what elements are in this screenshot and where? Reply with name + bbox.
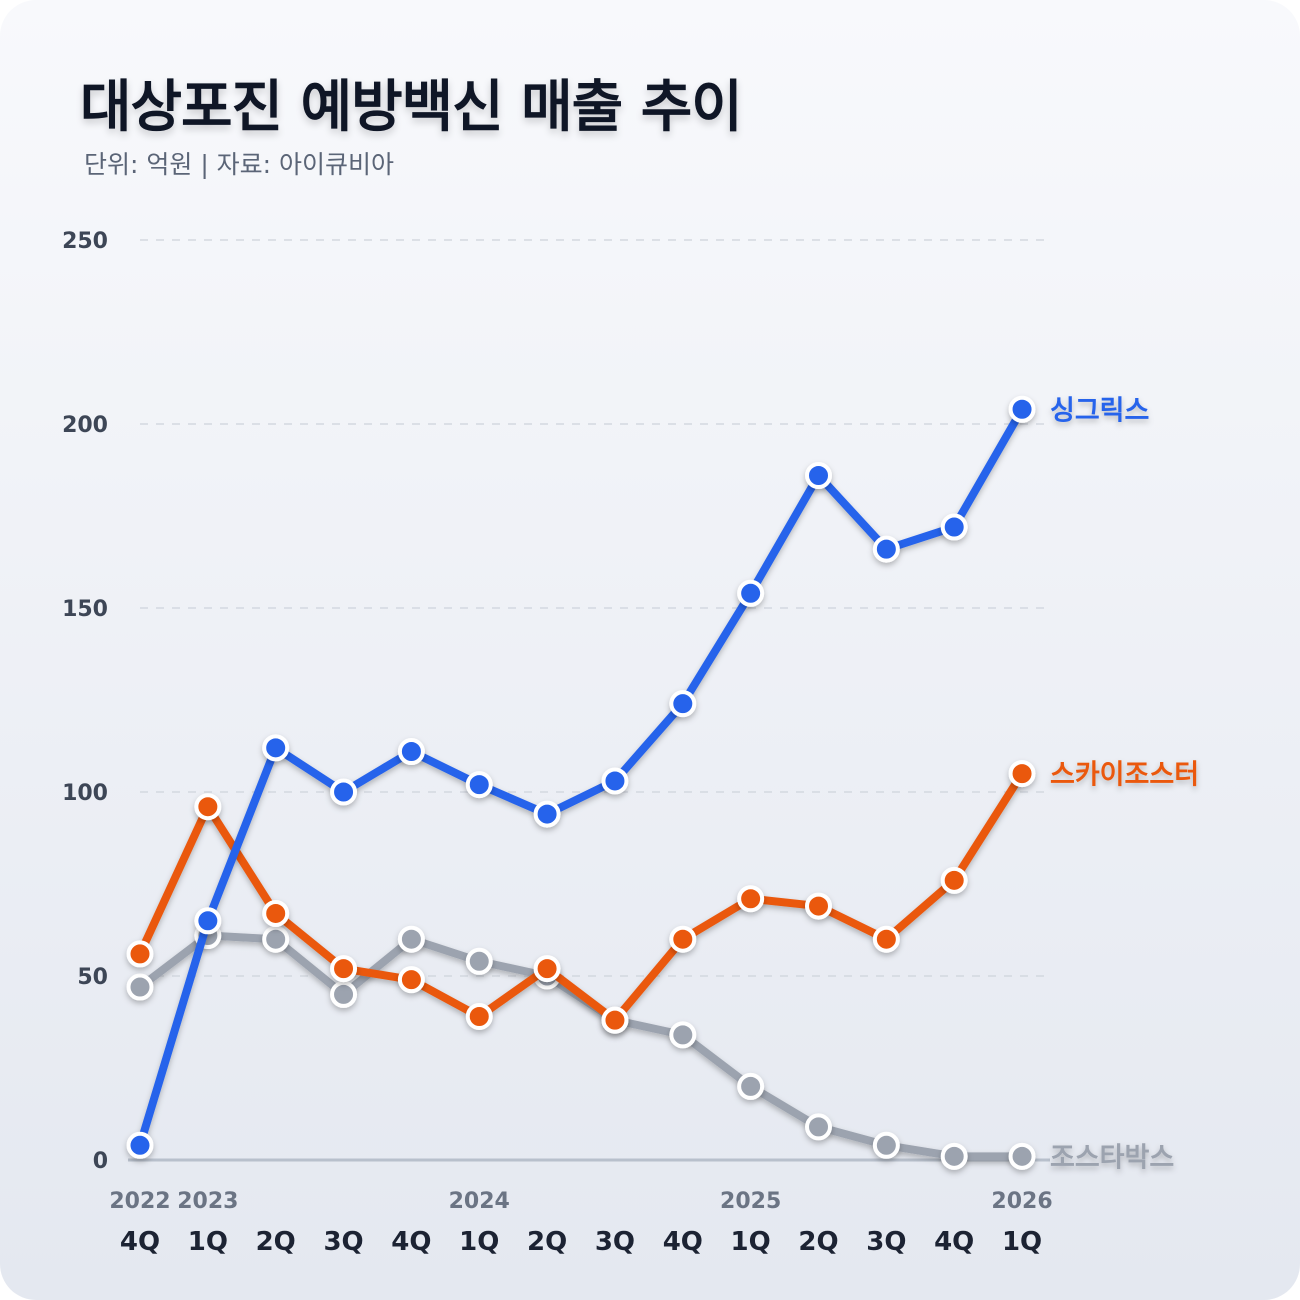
data-point [465, 771, 493, 799]
data-point [737, 579, 765, 607]
x-tick-quarter: 3Q [323, 1227, 363, 1257]
x-tick-quarter: 4Q [120, 1227, 160, 1257]
y-tick-label: 150 [62, 597, 108, 622]
x-tick-quarter: 4Q [663, 1227, 703, 1257]
data-point [126, 973, 154, 1001]
data-point [1008, 395, 1036, 423]
data-point [533, 800, 561, 828]
x-tick-quarter: 4Q [391, 1227, 431, 1257]
series-label: 스카이조스터 [1050, 760, 1199, 791]
x-tick-quarter: 3Q [595, 1227, 635, 1257]
data-point [1008, 1142, 1036, 1170]
data-point [601, 767, 629, 795]
x-tick-quarter: 2Q [256, 1227, 296, 1257]
data-point [805, 462, 832, 490]
series-line [136, 769, 1027, 1025]
y-tick-label: 0 [93, 1149, 108, 1174]
y-tick-label: 100 [62, 781, 108, 806]
x-tick-quarter: 1Q [188, 1227, 228, 1257]
data-point [262, 899, 290, 927]
x-tick-quarter: 2Q [798, 1227, 838, 1257]
data-point [397, 966, 425, 994]
x-tick-year: 2026 [991, 1189, 1052, 1214]
data-point [533, 955, 561, 983]
data-point [397, 738, 425, 766]
data-point [126, 940, 154, 968]
data-point [262, 734, 290, 762]
y-tick-label: 200 [62, 413, 108, 438]
x-tick-year: 2023 [177, 1189, 238, 1214]
data-point [126, 1131, 154, 1159]
data-point [330, 980, 358, 1008]
x-tick-year: 2024 [449, 1189, 510, 1214]
data-point [397, 925, 425, 953]
data-point [601, 1006, 629, 1034]
data-point [194, 907, 222, 935]
data-point [465, 947, 493, 975]
x-tick-quarter: 3Q [866, 1227, 906, 1257]
data-point [940, 1142, 968, 1170]
series-line [136, 405, 1027, 1150]
data-point [330, 778, 358, 806]
data-point [940, 513, 968, 541]
x-tick-quarter: 1Q [459, 1227, 499, 1257]
data-point [805, 892, 832, 920]
chart-title: 대상포진 예방백신 매출 추이 [80, 75, 743, 140]
data-point [669, 690, 697, 718]
data-point [737, 885, 765, 913]
data-point [872, 925, 900, 953]
data-point [737, 1072, 765, 1100]
data-point [669, 1021, 697, 1049]
data-point [1008, 760, 1036, 788]
data-point [940, 866, 968, 894]
y-tick-label: 50 [77, 965, 108, 990]
chart-subtitle: 단위: 억원 | 자료: 아이큐비아 [84, 150, 395, 179]
data-point [872, 1131, 900, 1159]
x-tick-quarter: 2Q [527, 1227, 567, 1257]
data-point [872, 535, 900, 563]
data-point [194, 793, 222, 821]
data-point [805, 1113, 832, 1141]
y-tick-label: 250 [62, 229, 108, 254]
data-point [330, 955, 358, 983]
series-label: 조스타박스 [1050, 1142, 1174, 1173]
x-tick-quarter: 1Q [1002, 1227, 1042, 1257]
data-point [669, 925, 697, 953]
data-point [465, 1002, 493, 1030]
data-point [262, 925, 290, 953]
x-tick-quarter: 1Q [731, 1227, 771, 1257]
series-label: 싱그릭스 [1050, 395, 1149, 426]
series-line [136, 931, 1027, 1161]
x-tick-quarter: 4Q [934, 1227, 974, 1257]
x-tick-year: 2022 [109, 1189, 170, 1214]
x-tick-year: 2025 [720, 1189, 781, 1214]
